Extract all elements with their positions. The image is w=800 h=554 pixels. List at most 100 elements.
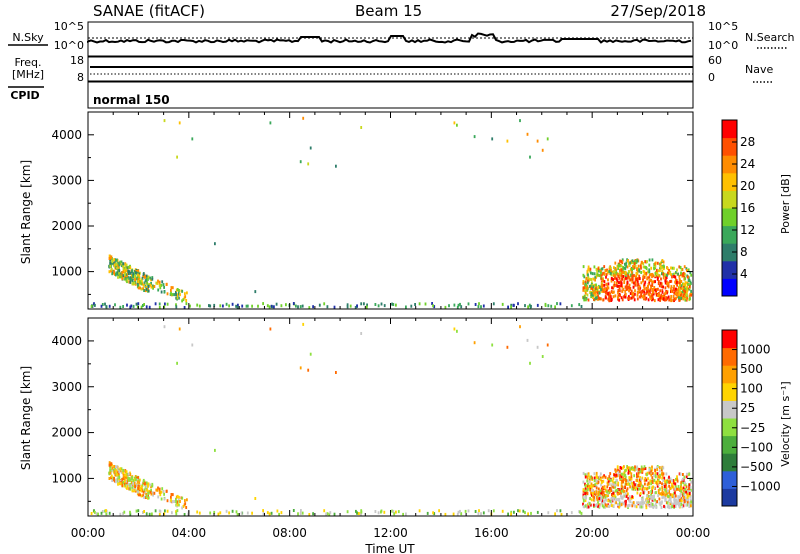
echo-mark xyxy=(246,304,249,308)
colorbar-tick-label: 25 xyxy=(740,401,755,415)
echo-mark xyxy=(432,304,434,308)
echo-mark xyxy=(610,269,612,272)
echo-mark xyxy=(618,298,621,302)
echo-mark xyxy=(145,305,148,309)
echo-mark xyxy=(634,292,636,296)
x-tick-label: 00:00 xyxy=(71,526,106,540)
echo-mark xyxy=(456,512,459,516)
echo-mark xyxy=(604,505,607,509)
x-tick-label: 12:00 xyxy=(373,526,408,540)
echo-mark xyxy=(115,258,118,262)
echo-mark xyxy=(147,289,150,293)
echo-mark xyxy=(680,496,682,500)
y-tick-label: 1000 xyxy=(51,471,82,485)
echo-mark xyxy=(620,484,623,488)
echo-mark xyxy=(510,305,512,309)
echo-mark xyxy=(613,473,616,477)
echo-mark xyxy=(628,476,631,480)
echo-mark xyxy=(589,284,591,288)
echo-mark xyxy=(593,476,596,480)
echo-mark xyxy=(596,291,599,295)
echo-mark xyxy=(460,305,463,309)
echo-mark xyxy=(595,296,598,300)
echo-mark xyxy=(636,465,638,469)
echo-mark xyxy=(657,491,660,495)
echo-mark xyxy=(184,499,186,503)
echo-mark xyxy=(673,266,675,270)
echo-mark xyxy=(652,287,654,291)
echo-mark xyxy=(612,505,615,508)
echo-mark xyxy=(647,298,650,302)
echo-mark xyxy=(665,296,668,300)
echo-mark xyxy=(613,266,615,270)
echo-mark xyxy=(600,271,602,275)
echo-mark xyxy=(664,281,667,285)
echo-mark xyxy=(191,137,194,141)
echo-mark xyxy=(657,282,660,286)
echo-mark xyxy=(635,467,638,471)
echo-mark xyxy=(661,500,663,504)
echo-mark xyxy=(126,479,129,483)
echo-mark xyxy=(380,302,383,306)
echo-mark xyxy=(598,268,601,272)
echo-mark xyxy=(582,493,585,497)
echo-mark xyxy=(650,297,652,301)
echo-mark xyxy=(662,491,665,495)
echo-mark xyxy=(685,503,688,507)
echo-mark xyxy=(645,498,648,502)
echo-mark xyxy=(584,289,586,293)
echo-mark xyxy=(643,290,646,294)
echo-mark xyxy=(129,280,132,284)
echo-mark xyxy=(631,276,634,280)
echo-mark xyxy=(457,303,460,307)
echo-mark xyxy=(635,272,638,276)
echo-mark xyxy=(114,258,117,262)
echo-mark xyxy=(268,512,271,516)
echo-mark xyxy=(132,275,134,278)
echo-mark xyxy=(93,509,95,513)
echo-mark xyxy=(664,279,667,283)
echo-mark xyxy=(170,493,173,496)
echo-mark xyxy=(628,498,631,502)
echo-mark xyxy=(657,298,660,302)
echo-mark xyxy=(597,501,599,505)
echo-mark xyxy=(592,293,594,297)
echo-mark xyxy=(656,482,659,486)
echo-mark xyxy=(360,302,363,306)
echo-mark xyxy=(617,492,619,496)
echo-mark xyxy=(654,280,656,284)
echo-mark xyxy=(625,261,628,265)
echo-mark xyxy=(405,512,407,516)
echo-mark xyxy=(175,500,177,504)
echo-mark xyxy=(672,485,675,489)
echo-mark xyxy=(591,488,594,492)
echo-mark xyxy=(146,488,149,492)
echo-mark xyxy=(600,273,602,277)
echo-mark xyxy=(682,271,685,275)
echo-mark xyxy=(181,496,184,500)
echo-mark xyxy=(601,485,604,489)
echo-mark xyxy=(111,257,113,260)
echo-mark xyxy=(648,279,651,283)
echo-mark xyxy=(132,488,135,492)
echo-mark xyxy=(123,484,126,488)
echo-mark xyxy=(492,302,495,306)
echo-mark xyxy=(636,282,639,286)
echo-mark xyxy=(690,289,692,293)
echo-mark xyxy=(605,289,608,292)
echo-mark xyxy=(631,292,634,296)
echo-mark xyxy=(635,486,637,490)
echo-mark xyxy=(653,491,656,495)
echo-mark xyxy=(632,285,635,289)
echo-mark xyxy=(654,475,657,479)
colorbar-swatch xyxy=(722,435,737,454)
echo-mark xyxy=(109,468,111,472)
echo-mark xyxy=(606,270,609,274)
echo-mark xyxy=(130,273,133,277)
echo-mark xyxy=(236,513,239,516)
echo-mark xyxy=(213,510,216,514)
echo-mark xyxy=(126,303,128,307)
echo-mark xyxy=(95,512,98,516)
echo-mark xyxy=(673,496,676,499)
echo-mark xyxy=(592,277,595,281)
